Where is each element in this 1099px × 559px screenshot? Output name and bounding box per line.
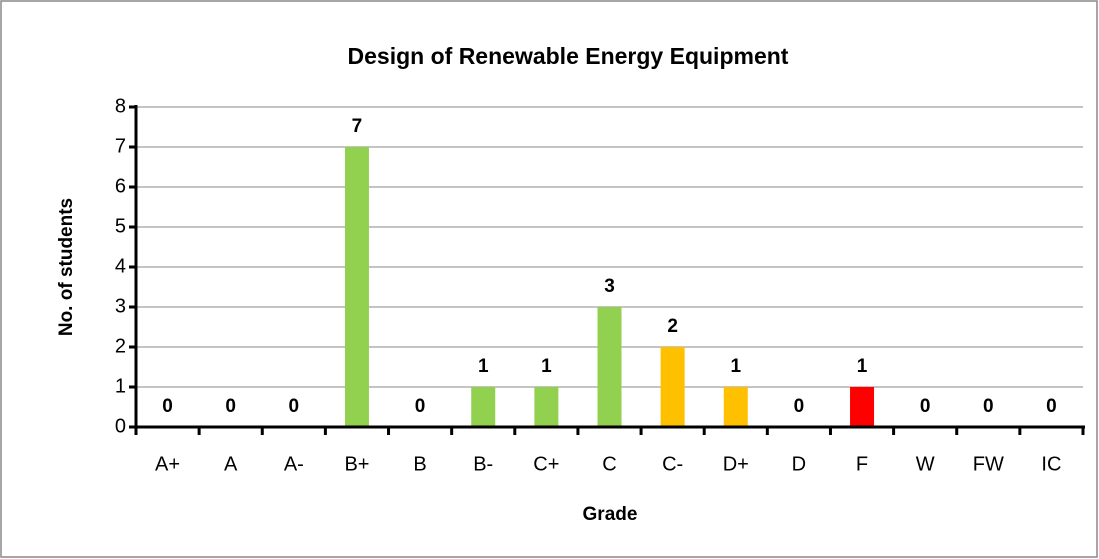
x-tick-label: A+ (155, 453, 180, 475)
data-label: 1 (730, 356, 741, 377)
data-label: 1 (541, 356, 552, 377)
y-tick-label: 0 (115, 415, 126, 437)
x-tick-label: B+ (344, 453, 369, 475)
bar (850, 387, 875, 427)
y-tick-label: 5 (115, 215, 126, 237)
data-label: 0 (162, 396, 173, 417)
data-label: 0 (289, 396, 300, 417)
data-label: 1 (857, 356, 868, 377)
x-tick-label: FW (973, 453, 1004, 475)
x-tick-label: IC (1041, 453, 1061, 475)
y-tick-label: 3 (115, 295, 126, 317)
x-tick-label: W (916, 453, 935, 475)
x-tick-label: A- (284, 453, 304, 475)
data-label: 0 (1046, 396, 1057, 417)
x-tick-label: C+ (533, 453, 559, 475)
x-tick-label: D (792, 453, 806, 475)
y-tick-label: 8 (115, 95, 126, 117)
x-axis-label: Grade (583, 504, 638, 525)
data-label: 1 (478, 356, 489, 377)
data-label: 0 (983, 396, 994, 417)
data-label: 0 (794, 396, 805, 417)
x-tick-label: C (602, 453, 616, 475)
chart-title: Design of Renewable Energy Equipment (348, 43, 789, 69)
data-label: 0 (415, 396, 426, 417)
bar (660, 347, 685, 427)
data-label: 2 (667, 316, 678, 337)
data-label: 3 (604, 276, 615, 297)
data-label: 0 (225, 396, 236, 417)
bar (471, 387, 496, 427)
y-tick-label: 2 (115, 335, 126, 357)
y-tick-label: 4 (115, 255, 126, 277)
x-tick-label: D+ (723, 453, 749, 475)
y-tick-label: 6 (115, 175, 126, 197)
x-tick-label: C- (662, 453, 683, 475)
y-tick-label: 7 (115, 135, 126, 157)
x-tick-label: B- (473, 453, 493, 475)
bar (344, 147, 369, 427)
bar (597, 307, 622, 427)
x-tick-label: F (856, 453, 868, 475)
bar (723, 387, 748, 427)
y-axis-label: No. of students (56, 198, 77, 336)
x-tick-label: A (224, 453, 238, 475)
x-tick-label: B (413, 453, 426, 475)
data-label: 7 (352, 116, 363, 137)
y-tick-label: 1 (115, 375, 126, 397)
bar (534, 387, 559, 427)
data-label: 0 (920, 396, 931, 417)
